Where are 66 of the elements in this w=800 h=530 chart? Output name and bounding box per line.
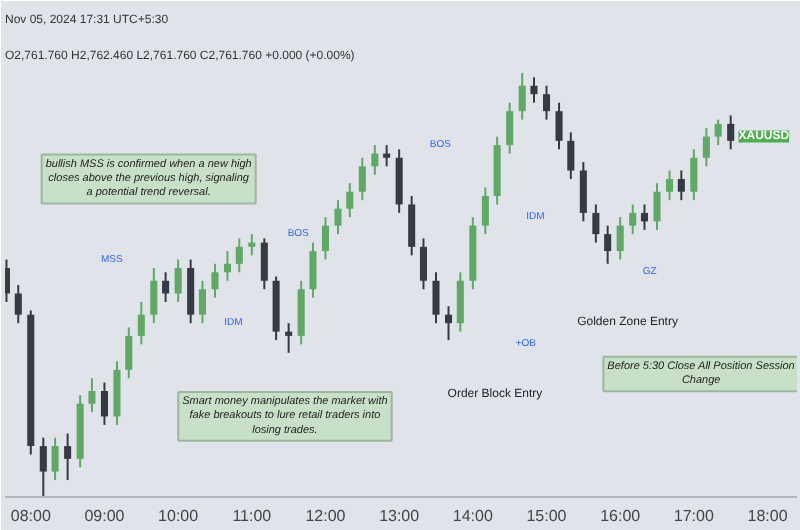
candlestick xyxy=(248,233,256,257)
candlestick xyxy=(604,224,612,265)
candlestick xyxy=(198,279,206,325)
candlestick xyxy=(383,144,391,168)
candlestick xyxy=(714,118,722,147)
x-tick-label: 15:00 xyxy=(526,507,568,525)
candlestick xyxy=(690,148,698,202)
candlestick xyxy=(285,322,293,354)
x-tick-label: 09:00 xyxy=(84,507,126,525)
x-tick-label: 12:00 xyxy=(305,507,347,525)
candlestick xyxy=(334,199,342,236)
candlestick xyxy=(187,258,195,325)
candlestick xyxy=(555,101,563,151)
candlestick xyxy=(444,305,453,342)
candlestick xyxy=(629,203,637,236)
candlestick xyxy=(223,250,232,282)
x-tick-label: 17:00 xyxy=(673,507,715,525)
candlestick xyxy=(666,169,674,202)
x-tick-label: 18:00 xyxy=(747,507,789,525)
candlestick xyxy=(616,216,624,261)
candlestick xyxy=(653,182,661,231)
candlestick xyxy=(346,182,354,219)
candlestick xyxy=(260,237,268,291)
x-tick-label: 16:00 xyxy=(600,507,642,525)
x-tick-label: 10:00 xyxy=(158,507,200,525)
candlestick xyxy=(640,203,649,231)
candlestick xyxy=(150,267,158,325)
candlestick xyxy=(506,101,514,155)
candlestick xyxy=(358,156,366,202)
candlestick xyxy=(51,436,59,482)
candlestick xyxy=(100,381,108,426)
candlestick xyxy=(419,237,428,291)
candlestick xyxy=(567,131,575,180)
candlestick xyxy=(592,203,600,244)
candlestick xyxy=(5,258,11,303)
candlestick xyxy=(14,284,22,325)
candlestick xyxy=(456,271,464,333)
candlestick xyxy=(395,148,403,214)
candlestick xyxy=(371,144,379,176)
candlestick xyxy=(211,262,219,299)
candlestick xyxy=(579,161,587,223)
candlestick xyxy=(518,73,526,121)
candlestick xyxy=(309,241,317,299)
candlestick xyxy=(702,127,710,168)
candlestick xyxy=(530,76,538,104)
candlestick xyxy=(432,271,440,325)
candlestick xyxy=(542,84,551,121)
candlestick xyxy=(64,432,72,482)
candlestick xyxy=(408,194,416,257)
candlestick xyxy=(39,436,47,497)
x-tick-label: 14:00 xyxy=(452,507,494,525)
x-tick-label: 08:00 xyxy=(10,507,52,525)
candlestick xyxy=(174,258,182,303)
candlestick xyxy=(235,237,243,274)
candlestick xyxy=(297,279,305,346)
candlestick xyxy=(677,169,685,202)
candlestick xyxy=(113,360,121,426)
candlestick xyxy=(137,300,145,346)
x-tick-label: 11:00 xyxy=(232,507,273,525)
candlestick xyxy=(125,326,133,380)
candlestick xyxy=(88,377,96,414)
candlestick xyxy=(727,114,735,151)
candlestick xyxy=(162,271,170,303)
candlestick xyxy=(321,216,330,261)
candlestick xyxy=(481,186,489,236)
x-tick-label: 13:00 xyxy=(379,507,421,525)
